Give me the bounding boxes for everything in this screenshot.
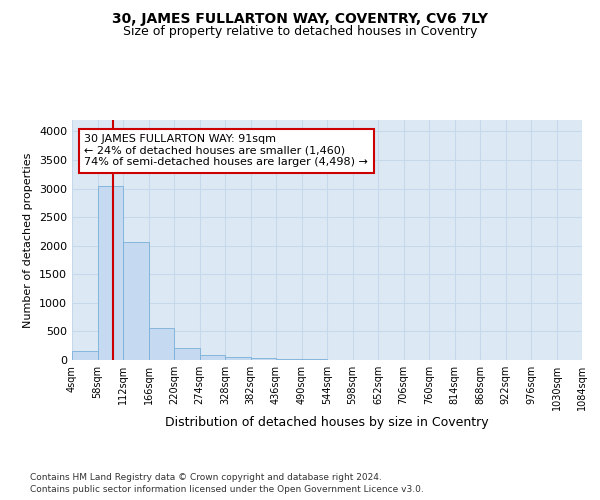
Text: 30 JAMES FULLARTON WAY: 91sqm
← 24% of detached houses are smaller (1,460)
74% o: 30 JAMES FULLARTON WAY: 91sqm ← 24% of d… (84, 134, 368, 168)
Text: Contains HM Land Registry data © Crown copyright and database right 2024.: Contains HM Land Registry data © Crown c… (30, 472, 382, 482)
Text: Size of property relative to detached houses in Coventry: Size of property relative to detached ho… (123, 25, 477, 38)
X-axis label: Distribution of detached houses by size in Coventry: Distribution of detached houses by size … (165, 416, 489, 428)
Bar (149, 328, 174, 360)
Bar (97, 186, 123, 360)
Bar (200, 356, 225, 360)
Y-axis label: Number of detached properties: Number of detached properties (23, 152, 34, 328)
Bar (251, 358, 276, 360)
Bar (123, 242, 149, 360)
Bar (72, 352, 97, 360)
Bar (174, 348, 199, 360)
Bar (276, 359, 302, 360)
Bar (225, 357, 251, 360)
Text: Contains public sector information licensed under the Open Government Licence v3: Contains public sector information licen… (30, 485, 424, 494)
Text: 30, JAMES FULLARTON WAY, COVENTRY, CV6 7LY: 30, JAMES FULLARTON WAY, COVENTRY, CV6 7… (112, 12, 488, 26)
